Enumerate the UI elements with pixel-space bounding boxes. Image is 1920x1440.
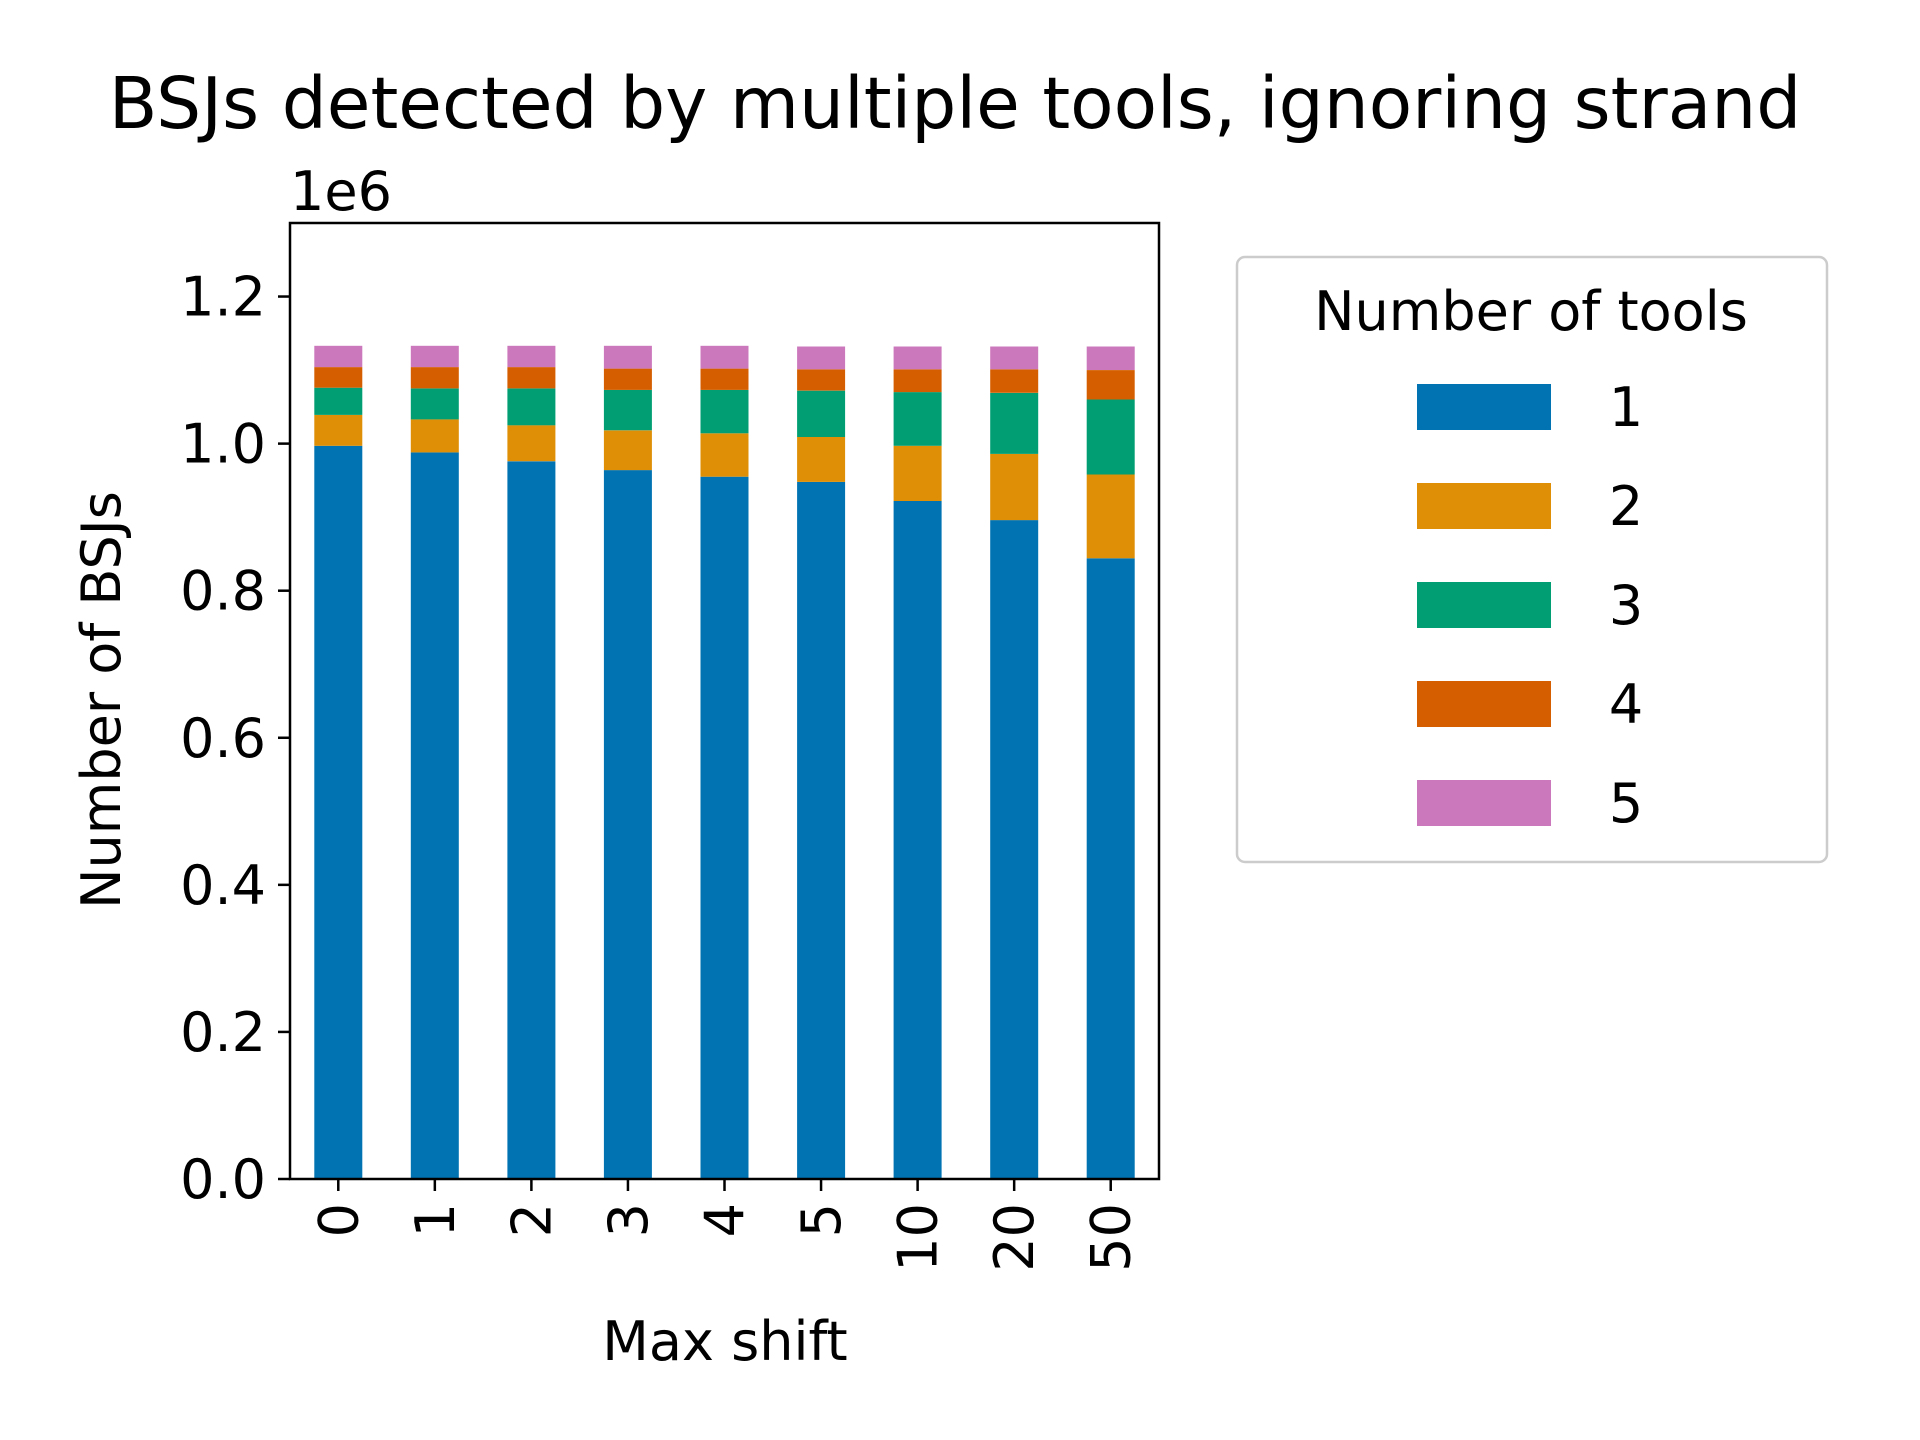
bar-segment-0-tools-2 <box>314 414 363 446</box>
bar-segment-10-tools-5 <box>893 346 942 370</box>
bar-segment-3-tools-5 <box>603 345 652 369</box>
y-tick-label: 0.6 <box>180 707 266 770</box>
y-tick-label: 0.4 <box>180 854 266 917</box>
legend-label-2: 2 <box>1609 475 1643 538</box>
bar-segment-0-tools-1 <box>314 445 363 1179</box>
legend-label-4: 4 <box>1609 673 1643 736</box>
bar-segment-2-tools-2 <box>507 425 556 462</box>
x-tick-label: 20 <box>983 1203 1046 1272</box>
bar-segment-3-tools-3 <box>603 389 652 431</box>
bar-segment-20-tools-1 <box>990 520 1039 1179</box>
bar-segment-2-tools-5 <box>507 345 556 368</box>
bar-segment-50-tools-1 <box>1086 558 1135 1179</box>
x-tick-label: 1 <box>404 1203 467 1237</box>
bar-segment-0-tools-4 <box>314 367 363 388</box>
bar-segment-4-tools-2 <box>700 433 749 477</box>
bar-segment-50-tools-2 <box>1086 474 1135 559</box>
bar-segment-50-tools-4 <box>1086 370 1135 400</box>
legend-swatch-4 <box>1417 681 1551 727</box>
bar-segment-5-tools-5 <box>797 346 846 370</box>
bars-layer <box>314 345 1135 1180</box>
legend-label-3: 3 <box>1609 574 1643 637</box>
bar-segment-5-tools-2 <box>797 437 846 482</box>
bar-segment-1-tools-4 <box>410 367 459 389</box>
bar-segment-10-tools-1 <box>893 501 942 1179</box>
y-tick-label: 1.2 <box>180 266 266 329</box>
legend-title: Number of tools <box>1314 280 1748 343</box>
legend-swatch-3 <box>1417 582 1551 628</box>
bar-segment-2-tools-3 <box>507 388 556 426</box>
bar-segment-5-tools-4 <box>797 369 846 391</box>
x-tick-label: 0 <box>307 1203 370 1237</box>
x-tick-label: 4 <box>694 1203 757 1237</box>
bar-segment-3-tools-4 <box>603 368 652 390</box>
bar-segment-3-tools-2 <box>603 430 652 471</box>
bar-segment-20-tools-4 <box>990 369 1039 393</box>
bar-segment-10-tools-2 <box>893 445 942 501</box>
bar-segment-0-tools-5 <box>314 345 363 368</box>
y-axis: 0.0 0.2 0.4 0.6 0.8 1.0 1.2 <box>180 266 290 1211</box>
bar-segment-4-tools-5 <box>700 345 749 369</box>
x-tick-label: 2 <box>500 1203 563 1237</box>
bar-segment-1-tools-2 <box>410 419 459 453</box>
x-tick-label: 50 <box>1080 1203 1143 1272</box>
y-tick-label: 0.0 <box>180 1148 266 1211</box>
bar-segment-2-tools-1 <box>507 461 556 1179</box>
x-axis-label: Max shift <box>602 1310 847 1373</box>
legend-label-1: 1 <box>1609 376 1643 439</box>
x-tick-label: 5 <box>790 1203 853 1237</box>
y-tick-label: 1.0 <box>180 413 266 476</box>
legend-swatch-5 <box>1417 780 1551 826</box>
bar-segment-20-tools-2 <box>990 453 1039 521</box>
bar-segment-4-tools-1 <box>700 476 749 1179</box>
legend-frame <box>1235 255 1829 864</box>
x-tick-label: 10 <box>887 1203 950 1272</box>
bar-segment-0-tools-3 <box>314 387 363 415</box>
bar-segment-5-tools-3 <box>797 390 846 437</box>
bar-segment-3-tools-1 <box>603 470 652 1180</box>
legend-swatch-2 <box>1417 483 1551 529</box>
y-tick-label: 0.2 <box>180 1001 266 1064</box>
bar-segment-4-tools-3 <box>700 389 749 434</box>
legend: Number of tools 1 2 3 4 5 <box>1235 255 1829 864</box>
bar-segment-10-tools-3 <box>893 392 942 446</box>
legend-items: 1 2 3 4 5 <box>1417 376 1643 835</box>
bar-segment-50-tools-3 <box>1086 399 1135 475</box>
y-offset-label: 1e6 <box>290 160 392 223</box>
bar-segment-50-tools-5 <box>1086 346 1135 370</box>
bar-segment-10-tools-4 <box>893 369 942 393</box>
y-tick-label: 0.8 <box>180 560 266 623</box>
legend-label-5: 5 <box>1609 772 1643 835</box>
chart-title: BSJs detected by multiple tools, ignorin… <box>109 62 1802 145</box>
bar-segment-1-tools-5 <box>410 345 459 368</box>
bar-segment-5-tools-1 <box>797 481 846 1179</box>
bar-segment-1-tools-1 <box>410 452 459 1179</box>
bar-segment-20-tools-5 <box>990 346 1039 370</box>
y-axis-label: Number of BSJs <box>70 491 133 909</box>
x-axis: 0 1 2 3 4 5 10 20 50 <box>307 1179 1143 1272</box>
bar-segment-4-tools-4 <box>700 368 749 390</box>
legend-swatch-1 <box>1417 384 1551 430</box>
x-tick-label: 3 <box>597 1203 660 1237</box>
bar-segment-20-tools-3 <box>990 392 1039 454</box>
bar-segment-1-tools-3 <box>410 388 459 420</box>
bar-segment-2-tools-4 <box>507 367 556 389</box>
